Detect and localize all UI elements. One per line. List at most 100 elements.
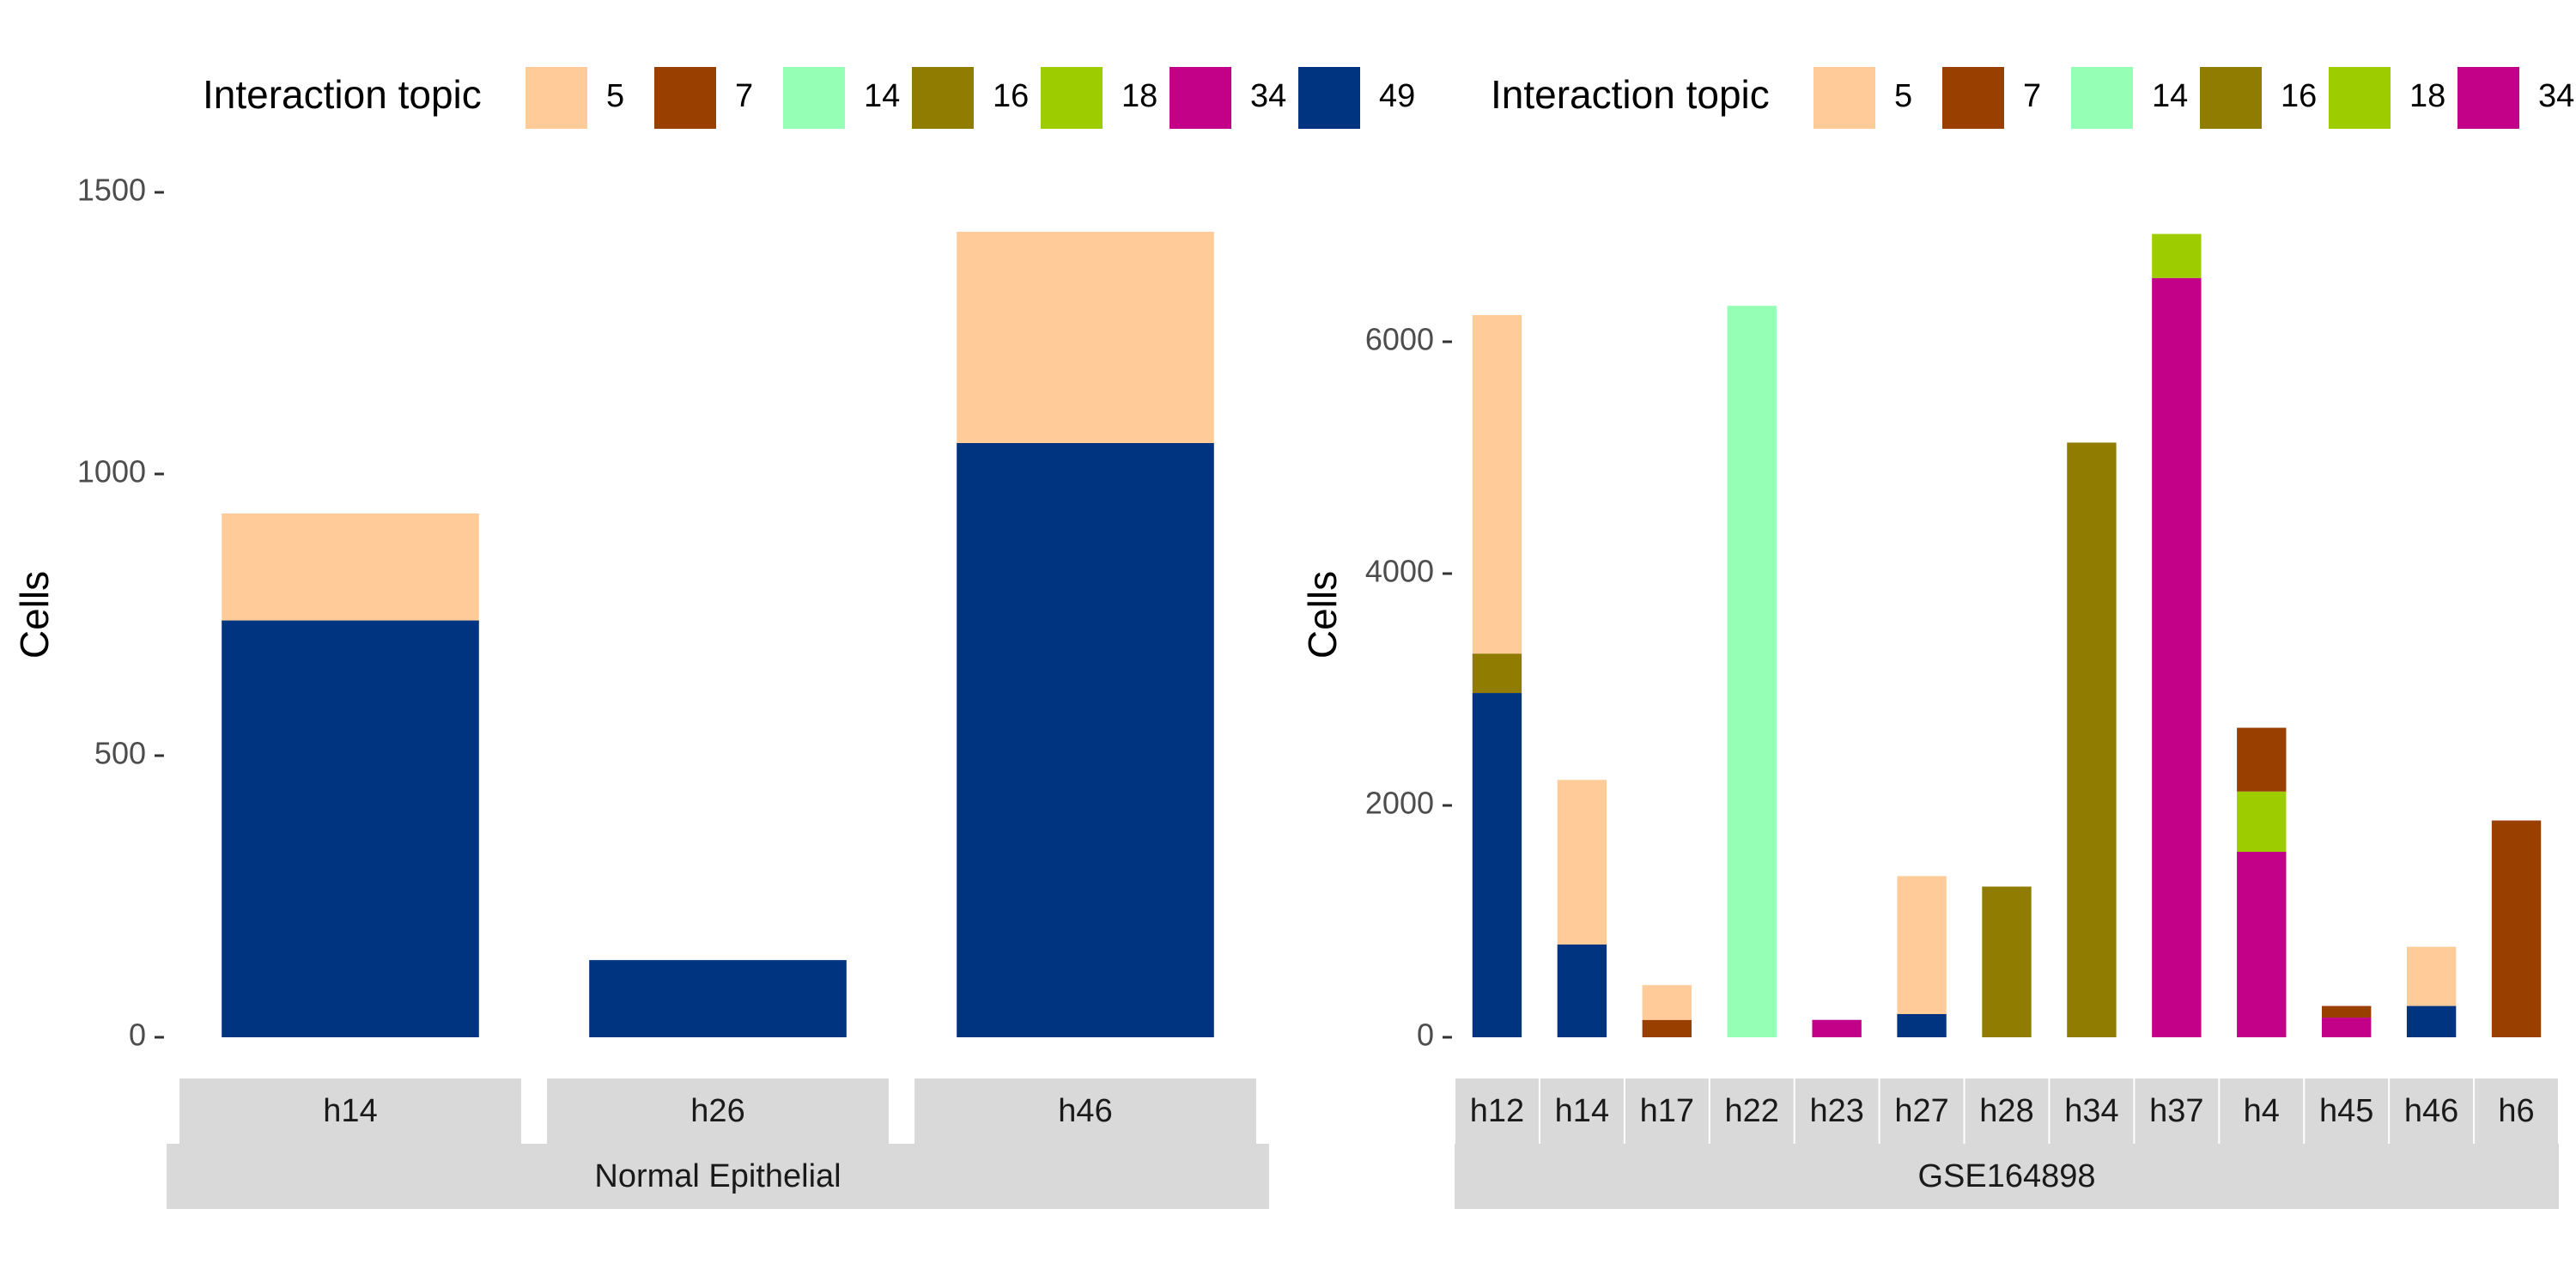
y-tick-label: 500 bbox=[94, 736, 146, 771]
strip-h37 bbox=[2135, 1078, 2219, 1144]
category-label-h26: h26 bbox=[690, 1093, 744, 1129]
bar-segment-h37-topic-34 bbox=[2152, 277, 2202, 1037]
legend-entry-5: 5 bbox=[526, 67, 624, 129]
category-label-h4: h4 bbox=[2244, 1093, 2280, 1129]
category-label-h22: h22 bbox=[1725, 1093, 1779, 1129]
group-strip bbox=[1455, 1144, 2559, 1209]
category-label-h23: h23 bbox=[1809, 1093, 1863, 1129]
bar-segment-h37-topic-18 bbox=[2152, 234, 2202, 278]
bars bbox=[222, 231, 1214, 1037]
bar-segment-h14-topic-49 bbox=[222, 620, 479, 1037]
legend-label-7: 7 bbox=[735, 78, 753, 114]
bar-segment-h45-topic-34 bbox=[2322, 1018, 2372, 1037]
legend-label-5: 5 bbox=[1894, 78, 1912, 114]
bar-stack-h12 bbox=[1472, 314, 1522, 1037]
legend-label-18: 18 bbox=[2409, 78, 2445, 114]
category-label-h6: h6 bbox=[2498, 1093, 2534, 1129]
legend-swatch-16 bbox=[912, 67, 974, 129]
bar-stack-h14 bbox=[1557, 780, 1607, 1037]
category-label-h37: h37 bbox=[2149, 1093, 2203, 1129]
category-label-h34: h34 bbox=[2064, 1093, 2118, 1129]
category-strips: h12 h14 h17 h22 h23 h27 h28 h34 h37 h4 h45 h46 h6 GSE… bbox=[1455, 1078, 2559, 1209]
legend-label-34: 34 bbox=[1250, 78, 1286, 114]
legend-label-18: 18 bbox=[1121, 78, 1157, 114]
strip-h46 bbox=[914, 1078, 1256, 1144]
legend-label-14: 14 bbox=[2152, 78, 2188, 114]
bar-segment-h27-topic-49 bbox=[1897, 1014, 1947, 1037]
legend-entry-18: 18 bbox=[2329, 67, 2445, 129]
bar-segment-h27-topic-5 bbox=[1897, 876, 1947, 1014]
bar-stack-h46 bbox=[2406, 946, 2457, 1037]
bar-stack-h37 bbox=[2152, 234, 2202, 1037]
strip-h14 bbox=[1540, 1078, 1624, 1144]
legend-label-16: 16 bbox=[2281, 78, 2317, 114]
legend-title: Interaction topic bbox=[1491, 72, 1770, 117]
legend-entry-34: 34 bbox=[1170, 67, 1286, 129]
bar-stack-h27 bbox=[1897, 876, 1947, 1037]
bar-stack-h6 bbox=[2491, 820, 2542, 1037]
strip-h12 bbox=[1455, 1078, 1539, 1144]
legend-swatch-5 bbox=[526, 67, 587, 129]
legend-swatch-34 bbox=[2458, 67, 2519, 129]
y-axis-label: Cells bbox=[1300, 571, 1345, 659]
bar-segment-h46-topic-5 bbox=[2406, 946, 2457, 1006]
right-chart-panel: Interaction topic 5 7 14 16 18 34 Cells 0 2000 400… bbox=[1300, 67, 2574, 1209]
bar-segment-h26-topic-49 bbox=[589, 960, 847, 1037]
legend: Interaction topic 5 7 14 16 18 34 bbox=[1491, 67, 2574, 129]
bar-segment-h46-topic-49 bbox=[2406, 1005, 2457, 1037]
bars bbox=[1472, 234, 2542, 1037]
legend-swatch-16 bbox=[2200, 67, 2262, 129]
y-tick-label: 0 bbox=[1417, 1018, 1434, 1053]
y-axis: 0 2000 4000 6000 bbox=[1365, 322, 1452, 1053]
bar-segment-h4-topic-18 bbox=[2237, 791, 2287, 852]
bar-segment-h12-topic-5 bbox=[1472, 314, 1522, 654]
bar-stack-h17 bbox=[1642, 985, 1692, 1037]
y-tick-label: 1500 bbox=[77, 173, 146, 208]
y-axis-label: Cells bbox=[12, 571, 57, 659]
bar-segment-h17-topic-7 bbox=[1642, 1019, 1692, 1037]
y-tick-label: 0 bbox=[129, 1018, 146, 1053]
legend-swatch-7 bbox=[654, 67, 716, 129]
strip-h17 bbox=[1625, 1078, 1709, 1144]
bar-stack-h26 bbox=[589, 960, 847, 1037]
bar-segment-h22-topic-14 bbox=[1727, 306, 1777, 1037]
category-label-h46: h46 bbox=[1058, 1093, 1112, 1129]
group-label: GSE164898 bbox=[1917, 1158, 2095, 1194]
bar-segment-h12-topic-49 bbox=[1472, 693, 1522, 1037]
category-strips: h14 h26 h46 Normal Epithelial bbox=[167, 1078, 1269, 1209]
legend-entry-18: 18 bbox=[1041, 67, 1157, 129]
legend-swatch-34 bbox=[1170, 67, 1231, 129]
category-label-h45: h45 bbox=[2319, 1093, 2373, 1129]
bar-stack-h28 bbox=[1982, 886, 2032, 1037]
bar-segment-h12-topic-16 bbox=[1472, 653, 1522, 694]
legend-swatch-7 bbox=[1942, 67, 2004, 129]
strip-h46 bbox=[2390, 1078, 2474, 1144]
strip-h45 bbox=[2305, 1078, 2389, 1144]
left-chart-panel: Interaction topic 5 7 14 16 18 34 49 Cells 0 500 10… bbox=[12, 67, 1415, 1209]
legend-swatch-49 bbox=[1298, 67, 1360, 129]
category-label-h12: h12 bbox=[1470, 1093, 1524, 1129]
bar-segment-h45-topic-7 bbox=[2322, 1005, 2372, 1018]
y-tick-label: 6000 bbox=[1365, 322, 1434, 357]
legend-label-14: 14 bbox=[864, 78, 900, 114]
legend-label-49: 49 bbox=[1379, 78, 1415, 114]
legend-title: Interaction topic bbox=[203, 72, 482, 117]
bar-stack-h34 bbox=[2067, 442, 2117, 1037]
legend-entry-7: 7 bbox=[654, 67, 753, 129]
strip-h27 bbox=[1880, 1078, 1964, 1144]
strip-h6 bbox=[2475, 1078, 2558, 1144]
legend-swatch-14 bbox=[2071, 67, 2133, 129]
bar-segment-h46-topic-49 bbox=[957, 442, 1214, 1037]
legend-swatch-18 bbox=[2329, 67, 2391, 129]
category-label-h14: h14 bbox=[323, 1093, 377, 1129]
bar-stack-h22 bbox=[1727, 306, 1777, 1037]
legend: Interaction topic 5 7 14 16 18 34 49 bbox=[203, 67, 1415, 129]
legend-entry-7: 7 bbox=[1942, 67, 2041, 129]
y-tick-label: 1000 bbox=[77, 454, 146, 489]
bar-segment-h17-topic-5 bbox=[1642, 985, 1692, 1020]
category-label-h27: h27 bbox=[1894, 1093, 1948, 1129]
strip-h28 bbox=[1965, 1078, 2049, 1144]
category-label-h28: h28 bbox=[1979, 1093, 2033, 1129]
strip-h22 bbox=[1710, 1078, 1794, 1144]
